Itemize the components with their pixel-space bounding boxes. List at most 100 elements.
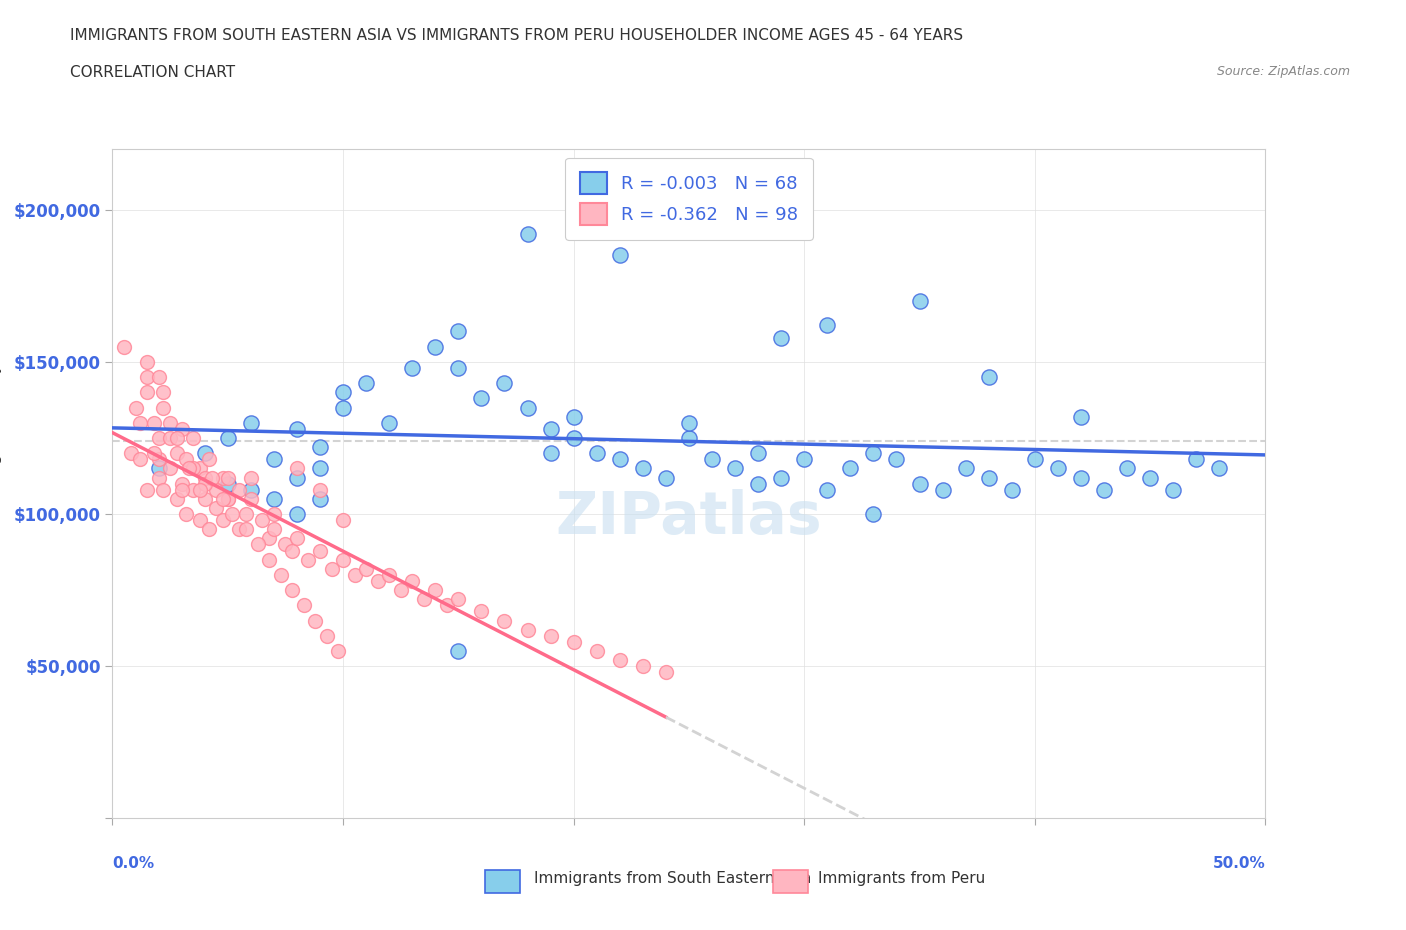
Point (540, 421, 562, 436)
Point (425, 583, 447, 598)
Point (148, 470, 170, 485)
Point (1070, 470, 1092, 485)
Point (401, 574, 423, 589)
Point (316, 629, 339, 644)
Point (239, 491, 262, 506)
Point (470, 391, 492, 405)
Point (562, 409, 585, 424)
Point (700, 452, 723, 467)
Point (862, 507, 884, 522)
Point (198, 452, 221, 467)
Point (136, 369, 159, 384)
Point (212, 470, 235, 485)
Point (159, 431, 181, 445)
Point (354, 562, 377, 577)
Point (886, 452, 908, 467)
Point (815, 483, 838, 498)
Point (354, 376, 377, 391)
Point (170, 476, 193, 491)
Point (1208, 461, 1230, 476)
Point (770, 330, 793, 345)
Point (198, 522, 221, 537)
Point (239, 483, 262, 498)
Point (228, 522, 250, 537)
Point (585, 644, 607, 658)
Point (235, 522, 257, 537)
Point (793, 452, 815, 467)
Point (152, 483, 174, 498)
Point (494, 613, 516, 628)
Point (166, 491, 188, 506)
Point (332, 400, 354, 415)
Point (585, 445, 607, 460)
Point (252, 512, 274, 527)
Point (678, 431, 700, 445)
Legend: R = -0.003   N = 68, R = -0.362   N = 98: R = -0.003 N = 68, R = -0.362 N = 98 (565, 158, 813, 240)
Point (181, 461, 204, 476)
Point (217, 491, 239, 506)
Point (343, 567, 366, 582)
Point (217, 431, 239, 445)
Point (1024, 452, 1046, 467)
Point (494, 376, 516, 391)
Point (516, 622, 538, 637)
Point (188, 461, 211, 476)
Point (815, 318, 838, 333)
Point (724, 461, 747, 476)
Point (655, 665, 678, 680)
Text: 0.0%: 0.0% (112, 856, 155, 870)
Point (177, 461, 200, 476)
Point (263, 522, 285, 537)
Point (152, 385, 174, 400)
Point (274, 537, 297, 551)
Point (148, 369, 170, 384)
Point (152, 400, 174, 415)
Point (292, 598, 315, 613)
Text: ZIPatlas: ZIPatlas (555, 488, 823, 546)
Point (124, 400, 146, 415)
Point (977, 470, 1000, 485)
Text: 50.0%: 50.0% (1212, 856, 1265, 870)
Point (228, 483, 250, 498)
Point (908, 476, 931, 491)
Point (297, 552, 319, 567)
Point (631, 658, 654, 673)
Point (609, 653, 631, 668)
Point (235, 507, 257, 522)
Point (205, 483, 228, 498)
Point (166, 431, 188, 445)
Point (378, 567, 401, 582)
Point (136, 483, 159, 498)
Point (194, 491, 217, 506)
Point (412, 591, 434, 606)
Point (212, 512, 235, 527)
Point (321, 562, 343, 577)
Point (112, 339, 135, 354)
Point (136, 354, 159, 369)
Point (174, 452, 197, 467)
Point (281, 543, 304, 558)
Point (188, 512, 211, 527)
Point (447, 591, 470, 606)
Point (285, 531, 308, 546)
Point (309, 543, 332, 558)
Point (194, 470, 217, 485)
Point (332, 512, 354, 527)
Point (170, 421, 193, 436)
Point (977, 369, 1000, 384)
Point (747, 476, 769, 491)
Point (540, 445, 562, 460)
Point (181, 431, 204, 445)
Point (1001, 483, 1024, 498)
Point (270, 567, 292, 582)
Point (205, 500, 228, 515)
Point (129, 416, 152, 431)
Point (516, 227, 538, 242)
Point (170, 483, 193, 498)
Point (148, 452, 170, 467)
Point (136, 385, 159, 400)
Point (389, 583, 412, 598)
Point (747, 445, 769, 460)
Point (221, 507, 243, 522)
Point (1070, 409, 1092, 424)
